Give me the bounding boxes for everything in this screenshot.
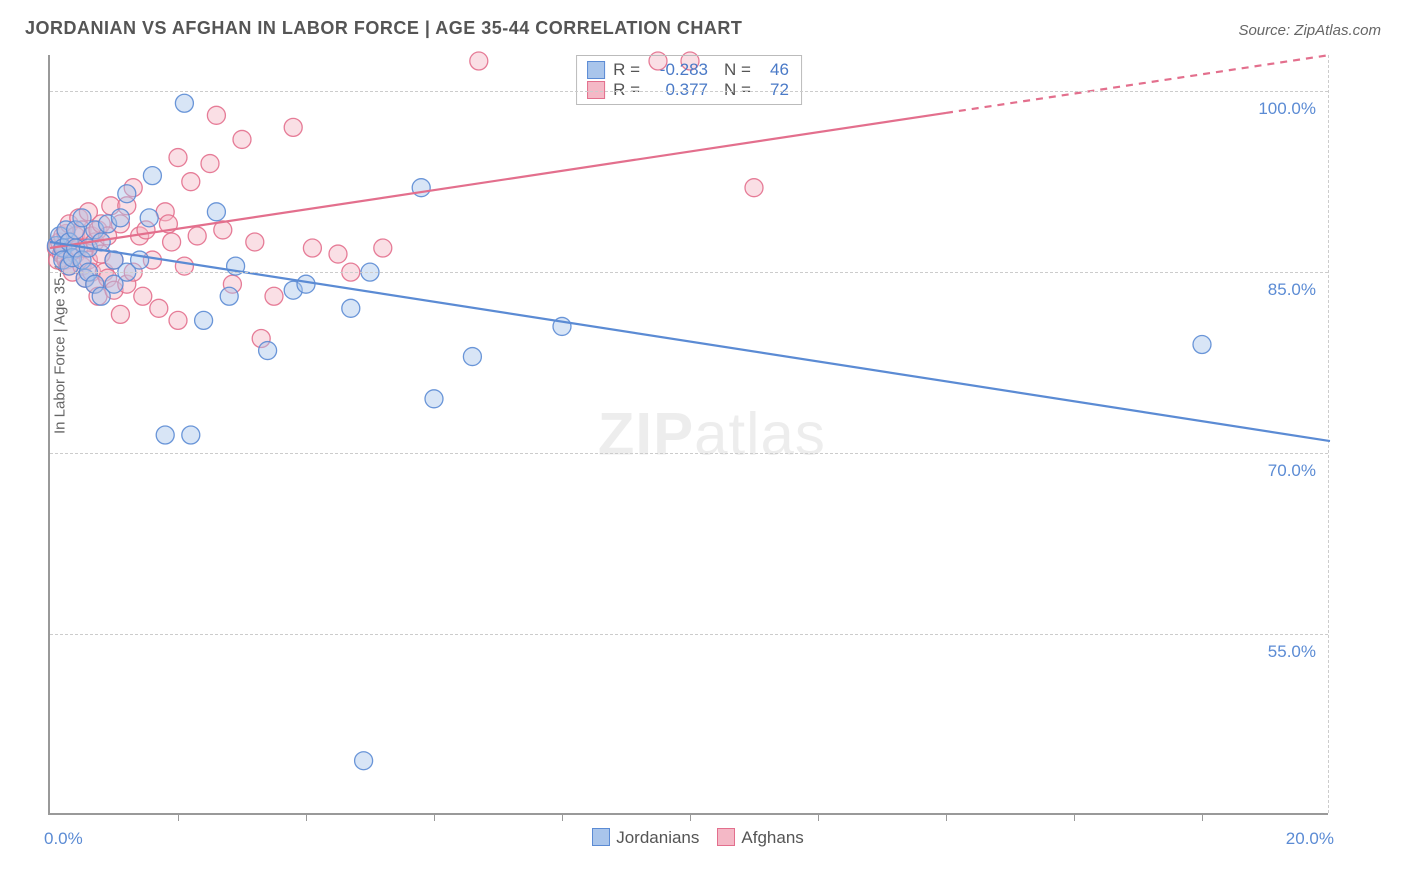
scatter-point-jordanians — [342, 299, 360, 317]
scatter-point-afghans — [233, 130, 251, 148]
scatter-point-jordanians — [220, 287, 238, 305]
scatter-point-jordanians — [118, 185, 136, 203]
scatter-point-afghans — [303, 239, 321, 257]
scatter-point-jordanians — [182, 426, 200, 444]
stats-R-value: -0.283 — [648, 60, 708, 80]
scatter-point-jordanians — [463, 348, 481, 366]
stats-N-label: N = — [724, 60, 751, 80]
stats-N-value: 72 — [759, 80, 789, 100]
x-tick — [434, 813, 435, 821]
scatter-point-afghans — [284, 118, 302, 136]
y-tick-label: 55.0% — [1268, 642, 1316, 662]
x-tick-label-left: 0.0% — [44, 829, 83, 849]
scatter-point-afghans — [329, 245, 347, 263]
x-tick — [306, 813, 307, 821]
x-tick-label-right: 20.0% — [1286, 829, 1334, 849]
gridline — [50, 634, 1328, 635]
scatter-point-jordanians — [195, 311, 213, 329]
scatter-point-jordanians — [175, 94, 193, 112]
right-border — [1328, 55, 1329, 813]
y-tick-label: 70.0% — [1268, 461, 1316, 481]
legend-swatch-afghans — [717, 828, 735, 846]
x-tick — [1202, 813, 1203, 821]
chart-title: JORDANIAN VS AFGHAN IN LABOR FORCE | AGE… — [25, 18, 742, 39]
plot-area: In Labor Force | Age 35-44 ZIPatlas R =-… — [48, 55, 1328, 815]
scatter-point-afghans — [265, 287, 283, 305]
scatter-point-jordanians — [207, 203, 225, 221]
scatter-point-afghans — [163, 233, 181, 251]
legend-label-jordanians: Jordanians — [616, 828, 699, 847]
gridline — [50, 91, 1328, 92]
scatter-point-afghans — [745, 179, 763, 197]
legend-label-afghans: Afghans — [741, 828, 803, 847]
scatter-point-afghans — [188, 227, 206, 245]
gridline — [50, 272, 1328, 273]
scatter-point-jordanians — [425, 390, 443, 408]
x-tick — [946, 813, 947, 821]
stats-R-label: R = — [613, 60, 640, 80]
scatter-point-afghans — [207, 106, 225, 124]
gridline — [50, 453, 1328, 454]
y-tick-label: 100.0% — [1258, 99, 1316, 119]
stats-N-value: 46 — [759, 60, 789, 80]
scatter-point-afghans — [111, 305, 129, 323]
scatter-point-jordanians — [140, 209, 158, 227]
scatter-point-afghans — [374, 239, 392, 257]
legend-swatch-jordanians — [592, 828, 610, 846]
x-tick — [178, 813, 179, 821]
scatter-point-jordanians — [259, 342, 277, 360]
x-tick — [1074, 813, 1075, 821]
y-tick-label: 85.0% — [1268, 280, 1316, 300]
legend: Jordanians Afghans — [50, 828, 1328, 848]
x-tick — [562, 813, 563, 821]
scatter-point-afghans — [246, 233, 264, 251]
x-tick — [818, 813, 819, 821]
scatter-point-jordanians — [156, 426, 174, 444]
source-label: Source: ZipAtlas.com — [1238, 22, 1381, 39]
scatter-point-afghans — [134, 287, 152, 305]
stats-swatch-afghans — [587, 81, 605, 99]
scatter-point-jordanians — [355, 752, 373, 770]
scatter-point-afghans — [169, 149, 187, 167]
scatter-point-afghans — [201, 155, 219, 173]
scatter-point-afghans — [470, 52, 488, 70]
scatter-point-afghans — [182, 173, 200, 191]
stats-swatch-jordanians — [587, 61, 605, 79]
scatter-point-jordanians — [1193, 336, 1211, 354]
stats-row-afghans: R = 0.377 N = 72 — [587, 80, 789, 100]
scatter-point-jordanians — [131, 251, 149, 269]
stats-R-label: R = — [613, 80, 640, 100]
scatter-point-jordanians — [143, 167, 161, 185]
scatter-point-jordanians — [297, 275, 315, 293]
stats-box: R = -0.283 N = 46 R = 0.377 N = 72 — [576, 55, 802, 105]
scatter-point-jordanians — [111, 209, 129, 227]
stats-R-value: 0.377 — [648, 80, 708, 100]
scatter-point-afghans — [150, 299, 168, 317]
x-tick — [690, 813, 691, 821]
stats-row-jordanians: R = -0.283 N = 46 — [587, 60, 789, 80]
scatter-point-afghans — [169, 311, 187, 329]
stats-N-label: N = — [724, 80, 751, 100]
scatter-svg — [50, 55, 1328, 813]
